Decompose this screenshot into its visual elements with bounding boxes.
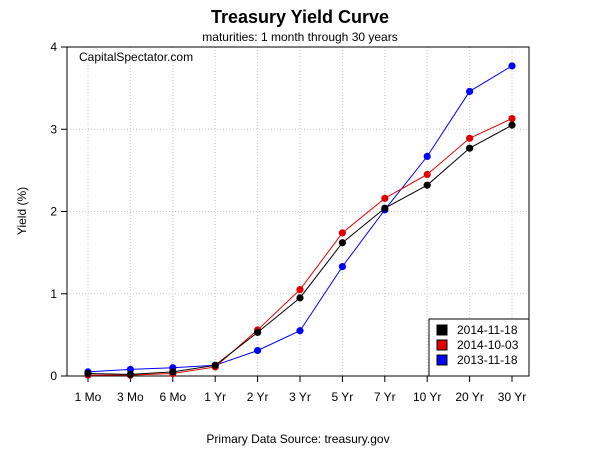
data-point (211, 361, 219, 369)
x-tick-label: 30 Yr (498, 390, 526, 404)
y-tick-label: 1 (50, 287, 57, 301)
chart-subtitle: maturities: 1 month through 30 years (202, 30, 397, 44)
data-point (508, 121, 516, 129)
x-tick-label: 7 Yr (374, 390, 396, 404)
data-point (508, 62, 516, 70)
data-point (466, 87, 474, 96)
data-point (254, 328, 262, 337)
y-tick-label: 0 (50, 369, 57, 383)
x-tick-label: 2 Yr (247, 390, 269, 404)
data-point (381, 194, 389, 202)
data-point (254, 346, 262, 355)
data-point (466, 134, 474, 142)
x-tick-label: 1 Yr (204, 390, 226, 404)
data-point (84, 369, 92, 378)
x-axis: 1 Mo 3 Mo 6 Mo 1 Yr 2 Yr 3 Yr 5 Yr 7 Yr 10 Yr 20 … (75, 376, 526, 404)
data-point (126, 370, 134, 378)
series-2014-11-18 (84, 121, 516, 378)
series-layer (84, 62, 516, 379)
x-tick-label: 10 Yr (413, 390, 441, 404)
y-axis-label: Yield (%) (15, 187, 29, 235)
data-point (423, 170, 431, 179)
legend-swatch (436, 354, 448, 366)
legend-label: 2014-10-03 (457, 338, 519, 352)
legend-label: 2014-11-18 (457, 323, 518, 337)
data-point (338, 239, 346, 247)
legend-item: 2014-10-03 (436, 338, 519, 352)
legend-swatch (436, 324, 448, 336)
data-point (169, 368, 177, 376)
legend-swatch (436, 339, 448, 351)
data-point (296, 286, 304, 294)
data-point (381, 204, 389, 212)
data-point (508, 114, 516, 123)
data-point (296, 327, 304, 335)
data-point (466, 144, 474, 152)
y-tick-label: 3 (50, 122, 57, 136)
data-point (296, 294, 304, 302)
legend-label: 2013-11-18 (457, 353, 518, 367)
legend-item: 2014-11-18 (436, 323, 518, 337)
chart-title: Treasury Yield Curve (211, 7, 389, 27)
legend-item: 2013-11-18 (436, 353, 518, 367)
data-point (338, 229, 346, 237)
watermark-text: CapitalSpectator.com (79, 50, 193, 64)
x-axis-label: Primary Data Source: treasury.gov (206, 432, 389, 446)
y-tick-label: 4 (50, 40, 57, 54)
x-tick-label: 20 Yr (455, 390, 483, 404)
data-point (423, 152, 431, 160)
x-tick-label: 3 Mo (117, 390, 144, 404)
x-tick-label: 3 Yr (289, 390, 311, 404)
x-tick-label: 6 Mo (159, 390, 186, 404)
y-axis: 0 1 2 3 4 (50, 40, 67, 383)
data-point (423, 181, 431, 189)
data-point (338, 263, 346, 271)
data-point (126, 365, 134, 374)
x-tick-label: 5 Yr (332, 390, 354, 404)
x-tick-label: 1 Mo (75, 390, 102, 404)
y-tick-label: 2 (50, 205, 57, 219)
